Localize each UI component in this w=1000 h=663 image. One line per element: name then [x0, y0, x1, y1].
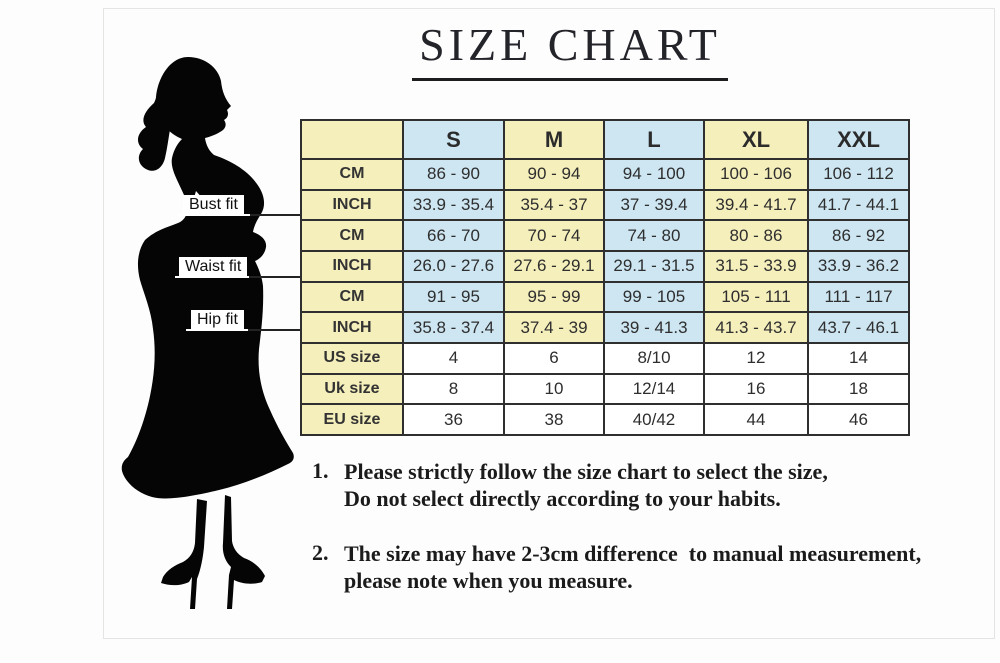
size-cell: 8/10	[603, 341, 705, 375]
size-col-header-xxl: XXL	[807, 118, 910, 161]
page-title: SIZE CHART	[419, 18, 721, 70]
size-col-header-xl: XL	[703, 118, 809, 161]
size-cell: 100 - 106	[703, 158, 809, 191]
size-cell: 74 - 80	[603, 219, 705, 252]
waist-fit-label: Waist fit	[179, 257, 248, 278]
size-cell: 14	[807, 341, 910, 375]
size-cell: 16	[703, 372, 809, 406]
row-label: INCH	[300, 249, 404, 283]
corner-cell	[300, 118, 404, 161]
size-cell: 37.4 - 39	[503, 311, 605, 344]
size-col-header-m: M	[503, 118, 605, 161]
note-2: 2. The size may have 2-3cm difference to…	[312, 540, 992, 594]
size-cell: 66 - 70	[402, 219, 505, 252]
row-label: CM	[300, 158, 404, 191]
size-cell: 95 - 99	[503, 280, 605, 314]
size-cell: 105 - 111	[703, 280, 809, 314]
us-size-row: US size 4 6 8/10 12 14	[300, 341, 910, 375]
size-cell: 36	[402, 403, 505, 436]
size-cell: 12/14	[603, 372, 705, 406]
size-cell: 99 - 105	[603, 280, 705, 314]
size-cell: 10	[503, 372, 605, 406]
note-2-number: 2.	[312, 540, 329, 565]
woman-silhouette-figure	[121, 57, 294, 609]
row-label: EU size	[300, 403, 404, 436]
bust-cm-row: CM 86 - 90 90 - 94 94 - 100 100 - 106 10…	[300, 158, 910, 191]
size-cell: 35.8 - 37.4	[402, 311, 505, 344]
title-underline	[412, 78, 728, 81]
waist-fit-underline	[175, 276, 249, 278]
size-cell: 4	[402, 341, 505, 375]
size-cell: 43.7 - 46.1	[807, 311, 910, 344]
note-1: 1. Please strictly follow the size chart…	[312, 458, 972, 512]
note-2-line-1: The size may have 2-3cm difference to ma…	[344, 541, 922, 566]
waist-fit-connector-line	[249, 276, 301, 278]
size-cell: 80 - 86	[703, 219, 809, 252]
hip-cm-row: CM 91 - 95 95 - 99 99 - 105 105 - 111 11…	[300, 280, 910, 314]
image-frame	[103, 8, 995, 639]
size-cell: 91 - 95	[402, 280, 505, 314]
size-cell: 106 - 112	[807, 158, 910, 191]
row-label: CM	[300, 280, 404, 314]
row-label: CM	[300, 219, 404, 252]
size-cell: 39 - 41.3	[603, 311, 705, 344]
row-label: US size	[300, 341, 404, 375]
size-cell: 35.4 - 37	[503, 188, 605, 222]
size-table-header-row: S M L XL XXL	[300, 118, 910, 161]
hip-fit-label: Hip fit	[191, 310, 244, 331]
size-cell: 6	[503, 341, 605, 375]
hip-fit-underline	[186, 329, 248, 331]
size-cell: 38	[503, 403, 605, 436]
size-cell: 33.9 - 36.2	[807, 249, 910, 283]
size-cell: 90 - 94	[503, 158, 605, 191]
size-cell: 70 - 74	[503, 219, 605, 252]
row-label: INCH	[300, 188, 404, 222]
size-cell: 26.0 - 27.6	[402, 249, 505, 283]
size-cell: 40/42	[603, 403, 705, 436]
row-label: INCH	[300, 311, 404, 344]
row-label: Uk size	[300, 372, 404, 406]
size-cell: 37 - 39.4	[603, 188, 705, 222]
size-cell: 41.7 - 44.1	[807, 188, 910, 222]
eu-size-row: EU size 36 38 40/42 44 46	[300, 403, 910, 436]
bust-fit-label: Bust fit	[183, 195, 244, 216]
note-2-line-2: please note when you measure.	[344, 568, 633, 593]
waist-inch-row: INCH 26.0 - 27.6 27.6 - 29.1 29.1 - 31.5…	[300, 249, 910, 283]
note-1-line-1: Please strictly follow the size chart to…	[344, 459, 828, 484]
size-cell: 41.3 - 43.7	[703, 311, 809, 344]
hip-fit-connector-line	[248, 329, 301, 331]
size-cell: 8	[402, 372, 505, 406]
size-cell: 44	[703, 403, 809, 436]
size-cell: 31.5 - 33.9	[703, 249, 809, 283]
size-col-header-l: L	[603, 118, 705, 161]
uk-size-row: Uk size 8 10 12/14 16 18	[300, 372, 910, 406]
size-cell: 46	[807, 403, 910, 436]
size-col-header-s: S	[402, 118, 505, 161]
size-cell: 18	[807, 372, 910, 406]
note-1-line-2: Do not select directly according to your…	[344, 486, 781, 511]
bust-fit-connector-line	[250, 214, 301, 216]
size-cell: 29.1 - 31.5	[603, 249, 705, 283]
size-cell: 27.6 - 29.1	[503, 249, 605, 283]
size-cell: 111 - 117	[807, 280, 910, 314]
bust-inch-row: INCH 33.9 - 35.4 35.4 - 37 37 - 39.4 39.…	[300, 188, 910, 222]
size-cell: 94 - 100	[603, 158, 705, 191]
size-cell: 33.9 - 35.4	[402, 188, 505, 222]
bust-fit-underline	[178, 214, 250, 216]
size-cell: 12	[703, 341, 809, 375]
size-cell: 86 - 92	[807, 219, 910, 252]
size-table: S M L XL XXL CM 86 - 90 90 - 94 94 - 100…	[300, 118, 910, 436]
waist-cm-row: CM 66 - 70 70 - 74 74 - 80 80 - 86 86 - …	[300, 219, 910, 252]
size-cell: 39.4 - 41.7	[703, 188, 809, 222]
size-cell: 86 - 90	[402, 158, 505, 191]
note-1-number: 1.	[312, 458, 329, 483]
hip-inch-row: INCH 35.8 - 37.4 37.4 - 39 39 - 41.3 41.…	[300, 311, 910, 344]
